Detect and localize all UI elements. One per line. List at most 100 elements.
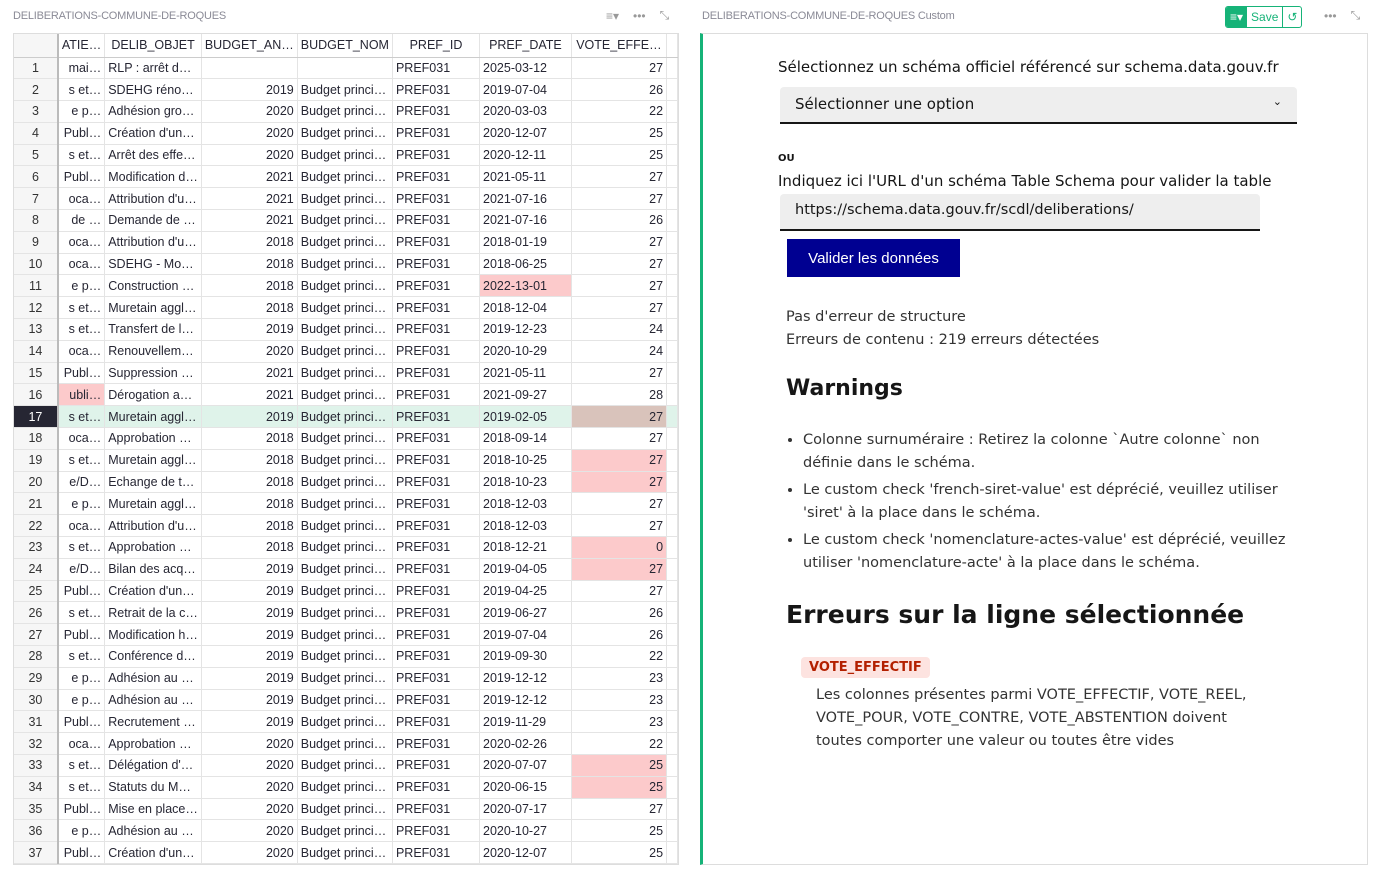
- table-cell[interactable]: 2021: [201, 209, 298, 232]
- table-cell[interactable]: PREF031: [392, 536, 481, 559]
- row-number[interactable]: 3: [14, 100, 59, 123]
- table-cell[interactable]: 2020-07-17: [479, 798, 572, 821]
- table-cell[interactable]: 27: [571, 362, 668, 385]
- table-cell[interactable]: 2018: [201, 253, 298, 276]
- table-cell[interactable]: 2018: [201, 427, 298, 450]
- table-cell[interactable]: PREF031: [392, 798, 481, 821]
- table-cell[interactable]: Budget princi…: [297, 100, 393, 123]
- row-number[interactable]: 32: [14, 732, 59, 755]
- table-cell[interactable]: 2019: [201, 601, 298, 625]
- table-cell[interactable]: Budget princi…: [297, 623, 393, 647]
- filter-icon[interactable]: ≡▾: [1226, 7, 1248, 27]
- table-cell[interactable]: 2019-12-12: [479, 689, 572, 712]
- table-cell[interactable]: 2018: [201, 449, 298, 472]
- table-cell[interactable]: Adhésion au …: [104, 819, 202, 843]
- table-cell[interactable]: 2020-12-07: [479, 841, 572, 864]
- table-cell[interactable]: PREF031: [392, 253, 481, 276]
- table-cell[interactable]: Conférence d…: [104, 645, 202, 668]
- table-cell[interactable]: Budget princi…: [297, 536, 393, 559]
- table-cell[interactable]: PREF031: [392, 471, 481, 494]
- table-cell[interactable]: Attribution d'u…: [104, 231, 202, 254]
- table-cell[interactable]: 23: [571, 667, 668, 690]
- table-cell[interactable]: 2018-12-04: [479, 296, 572, 320]
- sort-filter-icon[interactable]: ≡▾: [606, 8, 620, 23]
- table-cell[interactable]: 26: [571, 209, 668, 232]
- row-number[interactable]: 4: [14, 122, 59, 145]
- row-number[interactable]: 18: [14, 427, 59, 450]
- table-cell[interactable]: Adhésion au …: [104, 689, 202, 712]
- table-cell[interactable]: Transfert de l…: [104, 318, 202, 341]
- table-cell[interactable]: PREF031: [392, 100, 481, 123]
- expand-icon[interactable]: ⤡: [1350, 8, 1361, 22]
- row-number[interactable]: 31: [14, 710, 59, 734]
- more-options-icon[interactable]: •••: [633, 8, 646, 23]
- row-number[interactable]: 26: [14, 601, 59, 625]
- table-cell[interactable]: Recrutement …: [104, 710, 202, 734]
- table-cell[interactable]: 2019: [201, 318, 298, 341]
- table-cell[interactable]: 2020: [201, 798, 298, 821]
- table-cell[interactable]: 2022-13-01: [479, 274, 572, 298]
- table-cell[interactable]: 27: [571, 798, 668, 821]
- table-cell[interactable]: Suppression …: [104, 362, 202, 385]
- table-cell[interactable]: Budget princi…: [297, 689, 393, 712]
- row-number[interactable]: 21: [14, 492, 59, 516]
- table-cell[interactable]: 27: [571, 231, 668, 254]
- table-row[interactable]: 14 oca… Renouvellem… 2020 Budget princi… PREF…: [14, 340, 678, 363]
- table-cell[interactable]: 2020-07-07: [479, 754, 572, 777]
- column-header[interactable]: DELIB_OBJET: [104, 34, 202, 58]
- table-cell[interactable]: Budget princi…: [297, 645, 393, 668]
- corner-cell[interactable]: [14, 34, 59, 58]
- table-cell[interactable]: oca…: [57, 231, 106, 254]
- table-cell[interactable]: 2019-12-23: [479, 318, 572, 341]
- table-cell[interactable]: Publ…: [57, 841, 106, 864]
- table-row[interactable]: 24 e/D… Bilan des acq… 2019 Budget princi… PR…: [14, 558, 678, 581]
- table-cell[interactable]: Budget princi…: [297, 362, 393, 385]
- table-cell[interactable]: Budget princi…: [297, 580, 393, 603]
- table-cell[interactable]: PREF031: [392, 558, 481, 581]
- table-cell[interactable]: e/D…: [57, 558, 106, 581]
- table-cell[interactable]: Publ…: [57, 623, 106, 647]
- table-cell[interactable]: s et…: [57, 776, 106, 799]
- table-row[interactable]: 29 e p… Adhésion au … 2019 Budget princi… PRE…: [14, 667, 678, 690]
- table-cell[interactable]: 2018-01-19: [479, 231, 572, 254]
- schema-select[interactable]: Sélectionner une option ⌄: [780, 87, 1297, 124]
- row-number[interactable]: 8: [14, 209, 59, 232]
- table-row[interactable]: 17 s et… Muretain aggl… 2019 Budget princi… P…: [14, 405, 678, 429]
- more-options-icon[interactable]: •••: [1324, 8, 1337, 23]
- table-cell[interactable]: Muretain aggl…: [104, 492, 202, 516]
- table-cell[interactable]: e p…: [57, 492, 106, 516]
- table-cell[interactable]: Budget princi…: [297, 601, 393, 625]
- table-cell[interactable]: 2019: [201, 667, 298, 690]
- table-cell[interactable]: oca…: [57, 514, 106, 538]
- table-cell[interactable]: PREF031: [392, 819, 481, 843]
- table-row[interactable]: 33 s et… Délégation d'… 2020 Budget princi… P…: [14, 754, 678, 777]
- table-cell[interactable]: PREF031: [392, 383, 481, 407]
- table-cell[interactable]: oca…: [57, 340, 106, 363]
- row-number[interactable]: 12: [14, 296, 59, 320]
- table-cell[interactable]: Budget princi…: [297, 819, 393, 843]
- table-cell[interactable]: Budget princi…: [297, 231, 393, 254]
- table-cell[interactable]: 2020-10-29: [479, 340, 572, 363]
- column-header[interactable]: VOTE_EFFE…: [571, 34, 668, 58]
- table-cell[interactable]: 2018-12-03: [479, 514, 572, 538]
- table-cell[interactable]: 2020: [201, 841, 298, 864]
- row-number[interactable]: 10: [14, 253, 59, 276]
- table-cell[interactable]: 2018-06-25: [479, 253, 572, 276]
- table-row[interactable]: 18 oca… Approbation … 2018 Budget princi… PRE…: [14, 427, 678, 450]
- table-cell[interactable]: 2018-09-14: [479, 427, 572, 450]
- table-cell[interactable]: s et…: [57, 318, 106, 341]
- table-cell[interactable]: s et…: [57, 449, 106, 472]
- table-row[interactable]: 32 oca… Approbation … 2020 Budget princi… PRE…: [14, 732, 678, 755]
- table-cell[interactable]: SDEHG réno…: [104, 78, 202, 102]
- table-cell[interactable]: PREF031: [392, 144, 481, 167]
- row-number[interactable]: 17: [14, 405, 59, 429]
- table-cell[interactable]: PREF031: [392, 667, 481, 690]
- table-cell[interactable]: PREF031: [392, 209, 481, 232]
- row-number[interactable]: 20: [14, 471, 59, 494]
- table-row[interactable]: 9 oca… Attribution d'u… 2018 Budget princi… P…: [14, 231, 678, 254]
- table-cell[interactable]: Budget princi…: [297, 296, 393, 320]
- table-cell[interactable]: 2018-12-21: [479, 536, 572, 559]
- table-cell[interactable]: PREF031: [392, 492, 481, 516]
- table-cell[interactable]: Publ…: [57, 165, 106, 189]
- table-cell[interactable]: PREF031: [392, 340, 481, 363]
